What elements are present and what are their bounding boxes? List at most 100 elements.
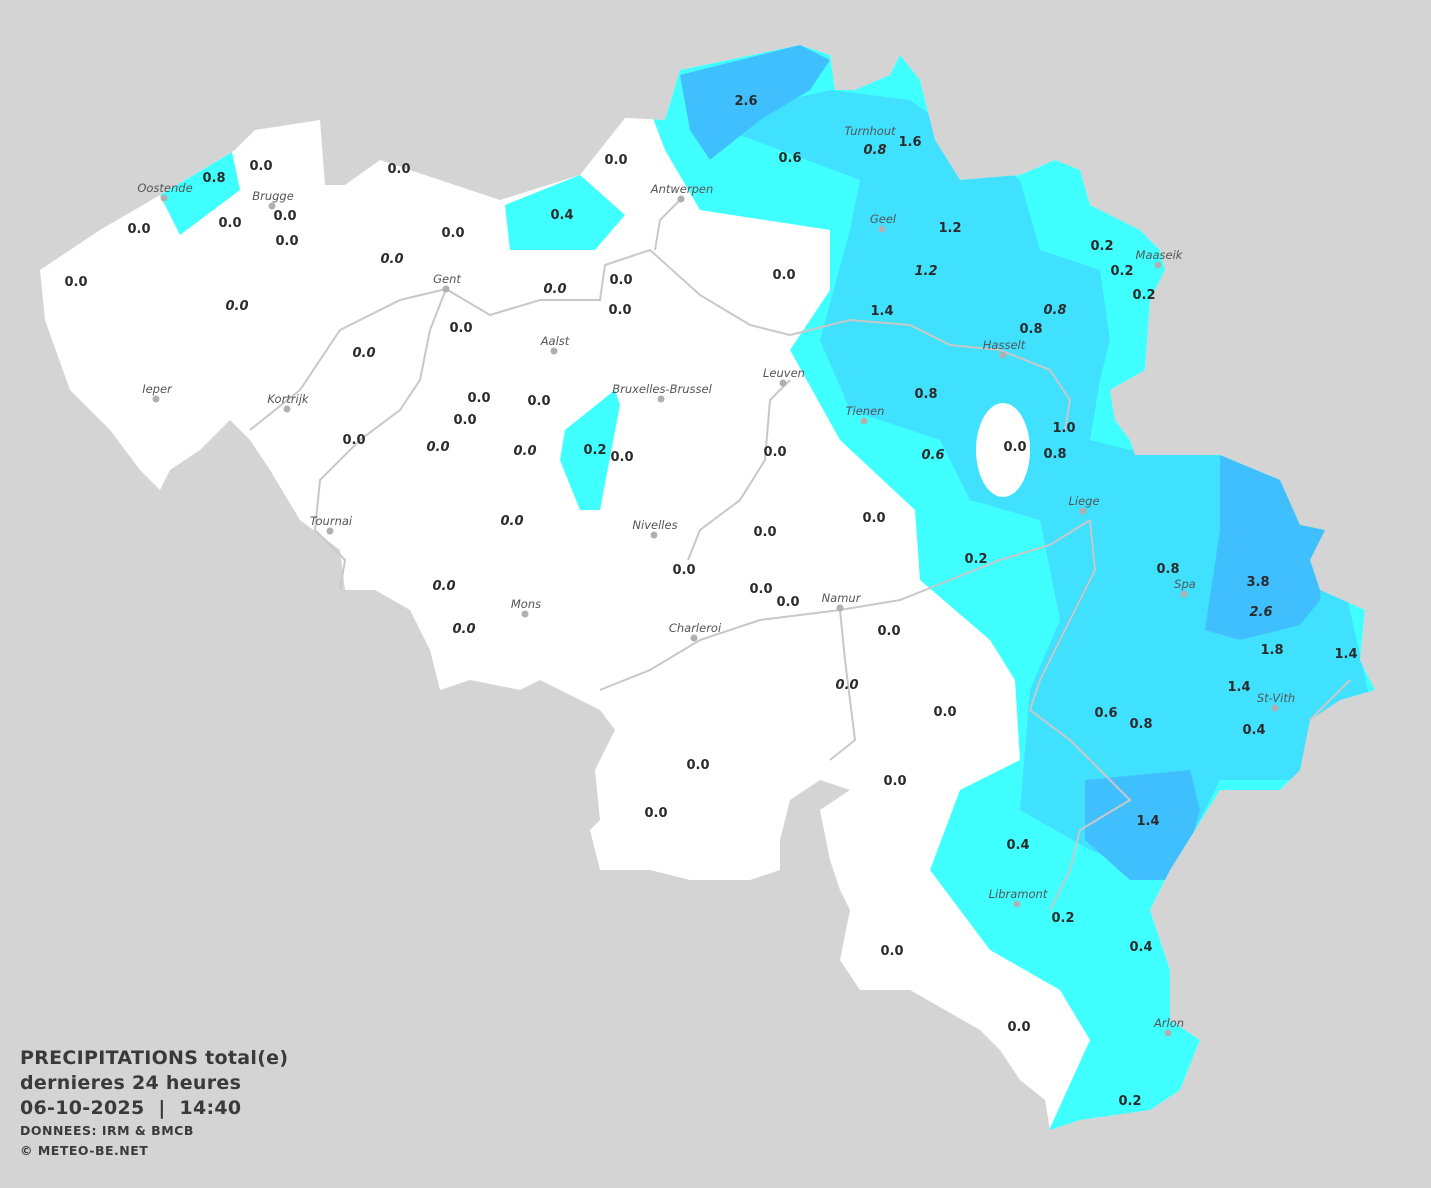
station-value: 0.0 (273, 209, 296, 224)
city-label: Tournai (310, 514, 353, 528)
river (829, 609, 857, 761)
station-value: 1.8 (1260, 643, 1283, 658)
city-dot (1164, 1029, 1172, 1037)
station-value: 1.2 (938, 221, 961, 236)
rain-zone-medium (700, 90, 1370, 880)
city-label: Geel (870, 212, 897, 226)
station-value: 0.8 (914, 387, 937, 402)
legend-copyright: © METEO-BE.NET (20, 1143, 149, 1158)
city-charleroi: Charleroi (669, 621, 722, 642)
station-value: 0.0 (1007, 1020, 1030, 1035)
station-value: 1.4 (870, 304, 893, 319)
city-dot (1180, 590, 1188, 598)
station-value: 0.0 (127, 222, 150, 237)
station-value: 2.6 (1249, 605, 1272, 620)
river (599, 519, 1091, 691)
city-turnhout: Turnhout (844, 124, 896, 138)
station-value: 0.0 (862, 511, 885, 526)
city-label: Turnhout (844, 124, 896, 138)
city-dot (268, 202, 276, 210)
station-value: 0.2 (1051, 911, 1074, 926)
city-label: Aalst (540, 334, 570, 348)
station-value: 0.2 (1118, 1094, 1141, 1109)
station-value: 0.8 (863, 143, 886, 158)
station-value: 0.0 (467, 391, 490, 406)
rain-zone-light (505, 175, 625, 250)
river (313, 288, 447, 591)
station-value: 0.0 (686, 758, 709, 773)
legend-source: DONNEES: IRM & BMCB (20, 1123, 194, 1138)
station-value: 0.0 (772, 268, 795, 283)
station-value: 0.0 (453, 413, 476, 428)
station-value: 1.4 (1227, 680, 1250, 695)
station-value: 0.0 (763, 445, 786, 460)
city-label: Arlon (1153, 1016, 1184, 1030)
city-label: Libramont (989, 887, 1048, 901)
city-nivelles: Nivelles (632, 518, 678, 539)
city-st-vith: St-Vith (1257, 691, 1295, 712)
city-label: Ieper (142, 382, 173, 396)
map-legend: PRECIPITATIONS total(e) dernieres 24 heu… (20, 1046, 288, 1161)
station-value: 0.8 (202, 171, 225, 186)
city-label: Spa (1174, 577, 1196, 591)
station-value: 0.0 (883, 774, 906, 789)
station-value: 0.0 (753, 525, 776, 540)
station-value: 0.0 (387, 162, 410, 177)
city-label: Hasselt (983, 338, 1026, 352)
city-dot (1271, 704, 1279, 712)
city-label: Leuven (763, 366, 805, 380)
rivers (249, 198, 1351, 911)
city-antwerpen: Antwerpen (650, 182, 713, 203)
city-oostende: Oostende (137, 181, 193, 202)
station-value: 0.0 (500, 514, 523, 529)
city-dot (442, 285, 450, 293)
station-value: 0.0 (877, 624, 900, 639)
city-dot (160, 194, 168, 202)
station-value: 0.0 (352, 346, 375, 361)
station-value: 0.4 (550, 208, 573, 223)
city-gent: Gent (433, 272, 461, 293)
station-value: 0.0 (342, 433, 365, 448)
station-value: 0.0 (218, 216, 241, 231)
station-value: 0.2 (1132, 288, 1155, 303)
river (687, 379, 791, 561)
station-value: 0.0 (644, 806, 667, 821)
station-value: 0.0 (749, 582, 772, 597)
city-label: Nivelles (632, 518, 677, 532)
city-geel: Geel (870, 212, 897, 233)
city-dot (152, 395, 160, 403)
station-value: 0.0 (432, 579, 455, 594)
station-value: 2.6 (734, 94, 757, 109)
station-value: 0.0 (1003, 440, 1026, 455)
station-value: 0.6 (778, 151, 801, 166)
city-label: Oostende (137, 181, 192, 195)
rain-zone-heavy (680, 45, 830, 160)
city-dot (836, 604, 844, 612)
river (249, 248, 1072, 431)
city-dot (860, 417, 868, 425)
city-kortrijk: Kortrijk (267, 392, 310, 413)
city-spa: Spa (1174, 577, 1196, 598)
city-label: Kortrijk (267, 392, 310, 406)
city-label: Gent (433, 272, 461, 286)
city-dot (657, 395, 665, 403)
station-values: 2.6 0.6 0.8 1.6 0.0 0.4 0.0 0.8 0.0 0.0 0.0 0.0 0.0 0… (64, 94, 1357, 1109)
city-namur: Namur (822, 591, 862, 612)
station-value: 0.0 (426, 440, 449, 455)
city-leuven: Leuven (763, 366, 805, 387)
rain-zone-medium (1085, 770, 1200, 880)
city-hasselt: Hasselt (983, 338, 1026, 359)
city-dot (999, 351, 1007, 359)
station-value: 0.2 (583, 443, 606, 458)
city-label: St-Vith (1257, 691, 1295, 705)
station-value: 0.8 (1043, 447, 1066, 462)
city-bruxelles-brussel: Bruxelles-Brussel (612, 382, 713, 403)
city-tournai: Tournai (310, 514, 353, 535)
station-value: 0.0 (608, 303, 631, 318)
station-value: 1.2 (914, 264, 937, 279)
city-dot (650, 531, 658, 539)
city-dot (550, 347, 558, 355)
station-value: 0.2 (964, 552, 987, 567)
